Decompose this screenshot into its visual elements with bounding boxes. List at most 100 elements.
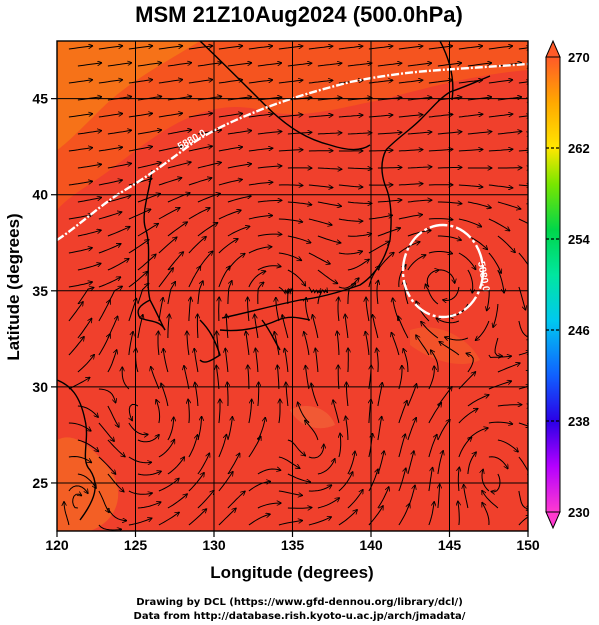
streamline: [338, 365, 339, 390]
streamline: [518, 422, 528, 427]
streamline: [218, 508, 236, 526]
streamline: [68, 455, 92, 463]
streamline: [227, 281, 232, 305]
streamline: [347, 133, 372, 134]
streamline: [188, 399, 189, 424]
streamline: [219, 399, 220, 424]
streamline: [68, 282, 93, 288]
streamline: [68, 485, 88, 494]
streamline: [68, 80, 93, 84]
streamline: [137, 502, 161, 509]
streamline: [98, 46, 123, 50]
warm-region-southwest: [57, 437, 119, 531]
streamline: [77, 318, 92, 339]
streamline: [98, 388, 116, 403]
streamline: [337, 331, 339, 355]
streamline: [137, 130, 162, 135]
streamline: [482, 502, 490, 526]
streamline: [428, 366, 434, 390]
streamline: [218, 210, 241, 220]
streamline: [488, 456, 508, 469]
streamline: [458, 46, 483, 50]
colorbar-tick-label: 238: [568, 414, 590, 429]
streamline: [464, 484, 469, 509]
streamline: [128, 113, 153, 118]
x-tick-label: 135: [281, 537, 305, 553]
streamline: [398, 46, 423, 50]
streamline: [347, 202, 372, 203]
streamline: [308, 115, 333, 117]
streamline: [137, 283, 149, 305]
streamline: [306, 297, 310, 322]
streamline: [475, 320, 490, 340]
streamline: [257, 200, 282, 202]
streamline: [248, 114, 273, 118]
streamline: [68, 148, 93, 152]
x-tick-label: 120: [45, 537, 69, 553]
streamline: [218, 179, 242, 186]
streamline: [467, 269, 473, 293]
streamline: [287, 439, 306, 456]
streamline: [128, 80, 153, 84]
colorbar-tick-label: 262: [568, 141, 590, 156]
streamline: [72, 494, 82, 509]
streamline: [218, 266, 230, 288]
streamline: [437, 419, 450, 441]
streamline: [188, 473, 204, 492]
streamline: [482, 490, 499, 509]
streamline: [438, 484, 440, 509]
streamline: [488, 46, 513, 50]
streamline: [467, 452, 476, 475]
colorbar-min-arrow: [545, 511, 561, 530]
streamline: [368, 215, 393, 220]
streamline: [167, 63, 192, 67]
streamline: [333, 400, 340, 424]
streamline: [128, 46, 153, 50]
streamline: [407, 418, 416, 441]
streamline: [248, 482, 271, 492]
streamline: [377, 228, 401, 237]
streamline: [197, 314, 198, 339]
streamline: [338, 472, 353, 492]
streamline: [158, 80, 183, 84]
streamline: [308, 444, 324, 459]
streamline: [68, 248, 92, 254]
streamline: [188, 146, 213, 152]
y-tick-label: 35: [32, 283, 48, 299]
streamline: [128, 490, 152, 494]
streamline: [197, 453, 210, 475]
streamline: [431, 350, 439, 373]
x-tick-label: 130: [202, 537, 226, 553]
warm-region-northwest: [57, 41, 200, 150]
streamline: [338, 251, 363, 254]
streamline: [137, 254, 156, 271]
credit-data: Data from http://database.rish.kyoto-u.a…: [133, 611, 466, 622]
streamline: [98, 212, 122, 220]
streamline: [317, 63, 342, 67]
streamline: [107, 63, 132, 67]
streamline: [458, 437, 472, 458]
streamline: [158, 478, 179, 492]
streamline: [467, 132, 492, 135]
streamline: [416, 335, 430, 356]
streamline: [107, 259, 129, 271]
streamline: [278, 218, 303, 222]
x-tick-label: 145: [438, 537, 462, 553]
streamline: [497, 269, 504, 293]
streamline: [216, 365, 220, 390]
contour-label-east: 5880.0: [475, 261, 491, 293]
streamline: [338, 115, 363, 117]
streamline: [98, 334, 110, 356]
streamline: [77, 164, 102, 169]
streamline: [167, 457, 185, 475]
streamline: [278, 456, 300, 468]
streamline: [518, 81, 528, 83]
streamline: [188, 509, 207, 526]
streamline: [128, 272, 147, 288]
streamline: [68, 46, 93, 50]
streamline: [338, 278, 359, 289]
streamline: [368, 150, 393, 151]
streamline: [368, 46, 393, 50]
streamline: [407, 167, 432, 168]
